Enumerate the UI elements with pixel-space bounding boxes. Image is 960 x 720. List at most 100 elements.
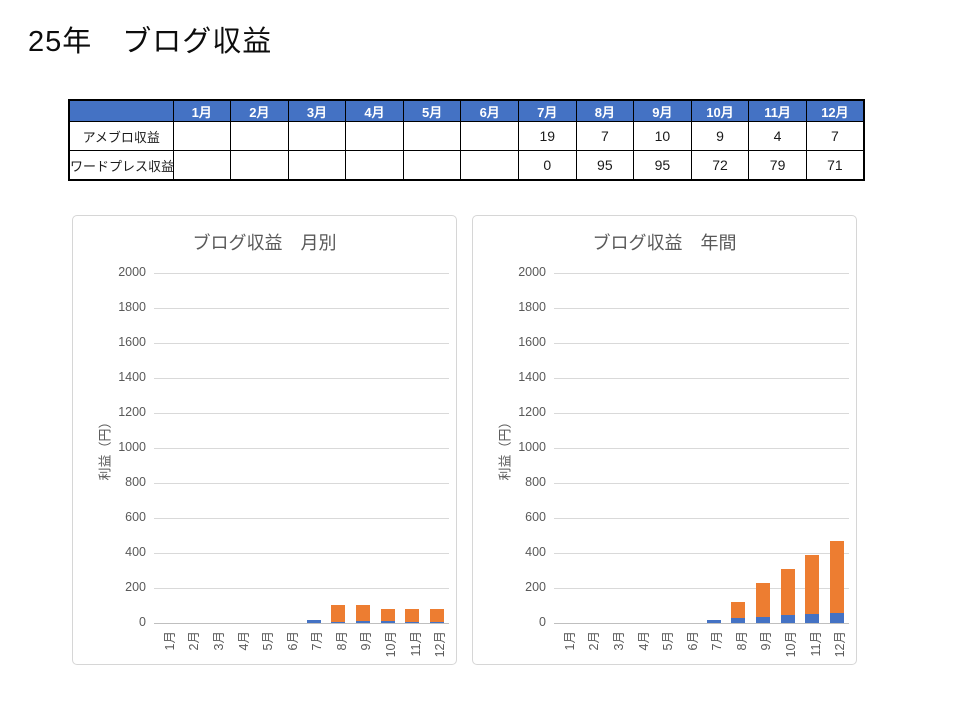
- y-tick-label: 200: [525, 580, 546, 594]
- month-header: 8月: [575, 99, 635, 122]
- value-cell: 9: [690, 121, 750, 151]
- x-axis-label: 6月: [685, 631, 700, 651]
- row-label: ワードプレス収益: [68, 150, 174, 181]
- bar-segment-orange: [380, 608, 395, 622]
- month-header: 4月: [345, 99, 404, 122]
- gridline: [154, 273, 449, 274]
- y-tick-label: 1000: [118, 440, 146, 454]
- bar-segment-orange: [731, 601, 746, 619]
- y-tick-label: 600: [525, 510, 546, 524]
- x-axis-label: 11月: [408, 631, 423, 657]
- bar-segment-blue: [355, 621, 370, 623]
- plot-area-annual: 0 200 400 600 800 1000 1200 1400 1600 1800 2000 1月 2…: [518, 265, 849, 657]
- gridline: [154, 588, 449, 589]
- value-cell: [230, 121, 289, 151]
- chart-title-monthly: ブログ収益 月別: [192, 233, 337, 253]
- y-tick-label: 1600: [518, 335, 546, 349]
- y-tick-label: 2000: [518, 265, 546, 279]
- bar-segment-blue: [706, 619, 721, 623]
- y-tick-label: 200: [125, 580, 146, 594]
- bar-segment-blue: [731, 618, 746, 623]
- x-axis-label: 6月: [285, 631, 300, 651]
- bar-segment-blue: [780, 615, 795, 623]
- y-tick-label: 1000: [518, 440, 546, 454]
- gridline: [154, 343, 449, 344]
- bar-segment-blue: [331, 621, 346, 623]
- bar-segment-orange: [429, 609, 444, 622]
- value-cell: 0: [517, 150, 577, 181]
- page-title: 25年 ブログ収益: [28, 26, 273, 58]
- x-axis-label: 2月: [587, 631, 602, 651]
- x-axis-label: 7月: [710, 631, 725, 651]
- x-axis-label: 8月: [734, 631, 749, 651]
- value-cell: [287, 121, 347, 151]
- value-cell: [460, 121, 519, 151]
- gridline: [154, 483, 449, 484]
- gridline: [554, 553, 849, 554]
- value-cell: [345, 121, 404, 151]
- bar-segment-blue: [405, 622, 420, 623]
- bar-segment-blue: [306, 619, 321, 623]
- y-tick-label: 800: [525, 475, 546, 489]
- x-axis-label: 10月: [784, 631, 799, 658]
- value-cell: [402, 150, 462, 181]
- value-cell: 7: [805, 121, 865, 151]
- value-cell: [287, 150, 347, 181]
- x-axis-label: 3月: [611, 631, 626, 651]
- month-header: 11月: [748, 99, 807, 122]
- gridline: [554, 413, 849, 414]
- x-axis-label: 5月: [261, 631, 276, 651]
- x-axis-label: 11月: [808, 631, 823, 657]
- bar-segment-blue: [805, 614, 820, 623]
- bar-segment-orange: [805, 554, 820, 615]
- value-cell: 4: [748, 121, 807, 151]
- bar-segment-blue: [755, 616, 770, 623]
- bar-segment-orange: [405, 608, 420, 623]
- value-cell: [402, 121, 462, 151]
- y-tick-label: 800: [125, 475, 146, 489]
- y-tick-label: 0: [539, 615, 546, 629]
- value-cell: 19: [517, 121, 577, 151]
- gridline: [154, 623, 449, 624]
- month-header: 3月: [287, 99, 347, 122]
- x-axis-label: 4月: [636, 631, 651, 651]
- x-axis-label: 10月: [384, 631, 399, 658]
- gridline: [554, 378, 849, 379]
- y-tick-label: 600: [125, 510, 146, 524]
- y-tick-label: 1800: [518, 300, 546, 314]
- gridline: [154, 378, 449, 379]
- gridline: [554, 273, 849, 274]
- chart-panel-monthly: ブログ収益 月別 利益（円） 0 200 400 600 800 1000 1200 1400…: [72, 215, 457, 665]
- x-axis-label: 9月: [359, 631, 374, 651]
- revenue-table: 1月 2月 3月 4月 5月 6月 7月 8月 9月 10月 11月 12月 アメブロ収益 19 7 10 9…: [68, 99, 865, 181]
- x-axis-label: 1月: [162, 631, 177, 651]
- x-axis-label: 4月: [236, 631, 251, 651]
- gridline: [154, 518, 449, 519]
- bar-segment-blue: [380, 621, 395, 623]
- x-axis-label: 2月: [187, 631, 202, 651]
- chart-title-annual: ブログ収益 年間: [592, 233, 737, 253]
- value-cell: 72: [690, 150, 750, 181]
- gridline: [554, 588, 849, 589]
- gridline: [154, 413, 449, 414]
- value-cell: [172, 121, 232, 151]
- table-row: ワードプレス収益 0 95 95 72 79 71: [68, 150, 865, 181]
- value-cell: 71: [805, 150, 865, 181]
- gridline: [554, 623, 849, 624]
- table-corner-cell: [68, 99, 174, 122]
- value-cell: 79: [748, 150, 807, 181]
- table-row: アメブロ収益 19 7 10 9 4 7: [68, 121, 865, 151]
- y-tick-label: 1600: [118, 335, 146, 349]
- month-header: 9月: [633, 99, 692, 122]
- value-cell: [172, 150, 232, 181]
- gridline: [554, 343, 849, 344]
- table-header-row: 1月 2月 3月 4月 5月 6月 7月 8月 9月 10月 11月 12月: [68, 99, 865, 122]
- y-tick-label: 1200: [118, 405, 146, 419]
- gridline: [154, 448, 449, 449]
- gridline: [554, 308, 849, 309]
- gridline: [554, 448, 849, 449]
- gridline: [554, 483, 849, 484]
- x-axis-label: 8月: [334, 631, 349, 651]
- value-cell: [345, 150, 404, 181]
- x-axis-label: 9月: [759, 631, 774, 651]
